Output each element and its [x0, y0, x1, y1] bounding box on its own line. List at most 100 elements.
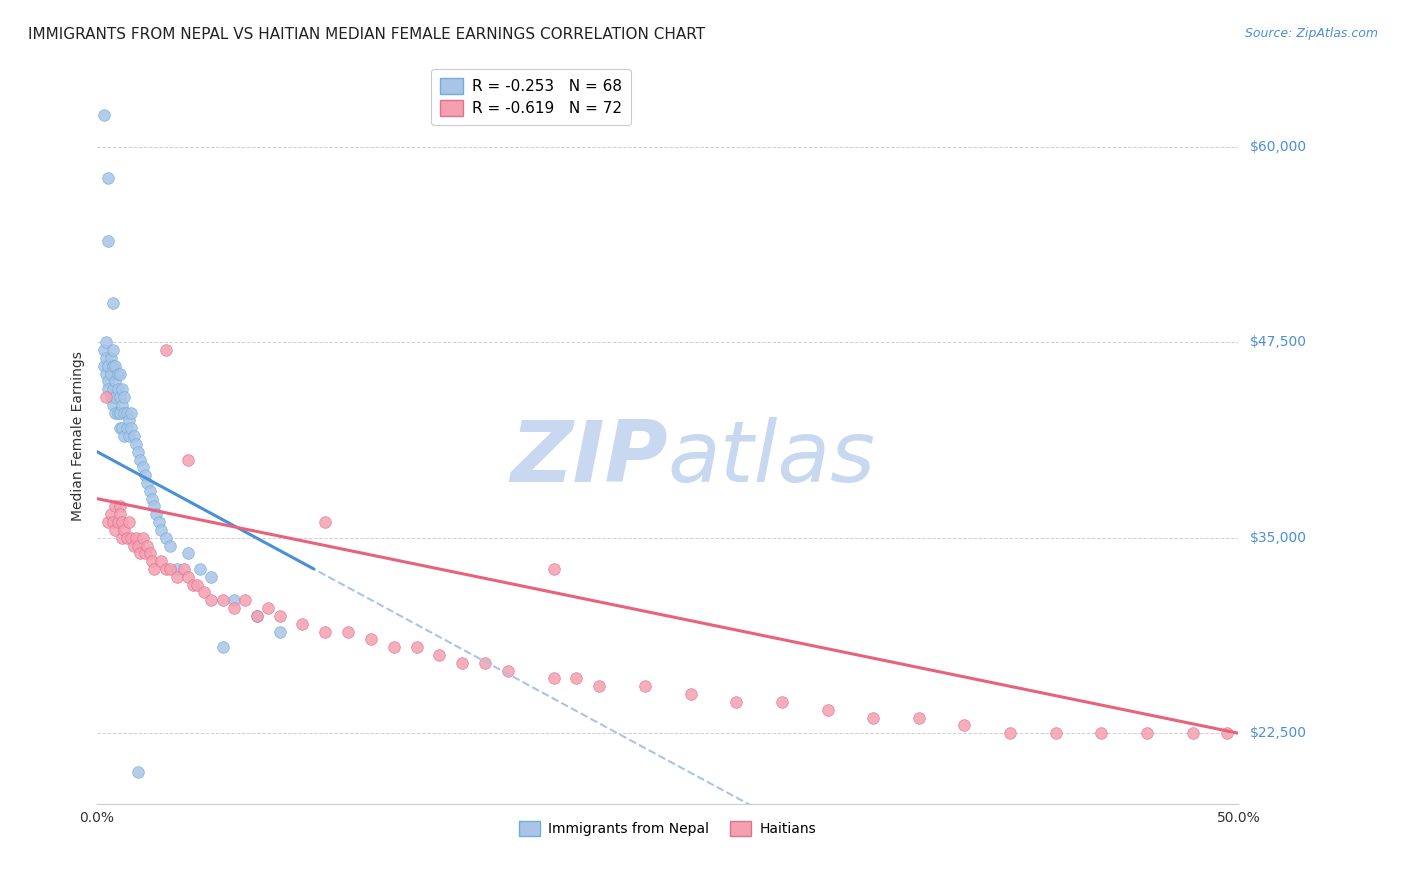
Point	[177, 570, 200, 584]
Point	[115, 531, 138, 545]
Point	[96, 390, 118, 404]
Point	[166, 562, 188, 576]
Point	[211, 640, 233, 655]
Point	[145, 508, 167, 522]
Point	[155, 531, 177, 545]
Point	[543, 562, 565, 576]
Point	[108, 421, 131, 435]
Point	[97, 515, 120, 529]
Point	[159, 539, 181, 553]
Point	[93, 343, 115, 357]
Point	[177, 452, 200, 467]
Point	[141, 554, 163, 568]
Point	[337, 624, 360, 639]
Point	[222, 593, 245, 607]
Point	[186, 577, 208, 591]
Point	[953, 718, 976, 732]
Point	[360, 632, 382, 647]
Point	[104, 500, 127, 514]
Point	[97, 171, 120, 186]
Point	[149, 523, 172, 537]
Point	[136, 475, 159, 490]
Point	[97, 374, 120, 388]
Point	[679, 687, 702, 701]
Point	[1045, 726, 1067, 740]
Point	[155, 562, 177, 576]
Point	[770, 695, 793, 709]
Point	[127, 765, 149, 780]
Text: ZIP: ZIP	[510, 417, 668, 500]
Point	[104, 523, 127, 537]
Point	[115, 421, 138, 435]
Point	[111, 515, 134, 529]
Point	[97, 359, 120, 373]
Point	[200, 593, 222, 607]
Point	[107, 406, 129, 420]
Point	[114, 406, 136, 420]
Point	[129, 452, 152, 467]
Point	[269, 609, 291, 624]
Point	[125, 531, 148, 545]
Point	[200, 570, 222, 584]
Point	[1181, 726, 1204, 740]
Point	[120, 421, 142, 435]
Point	[100, 351, 122, 365]
Point	[998, 726, 1021, 740]
Point	[108, 367, 131, 381]
Point	[634, 679, 657, 693]
Point	[120, 531, 142, 545]
Point	[101, 382, 124, 396]
Text: IMMIGRANTS FROM NEPAL VS HAITIAN MEDIAN FEMALE EARNINGS CORRELATION CHART: IMMIGRANTS FROM NEPAL VS HAITIAN MEDIAN …	[28, 27, 706, 42]
Point	[159, 562, 181, 576]
Point	[173, 562, 195, 576]
Point	[101, 515, 124, 529]
Point	[1216, 726, 1239, 740]
Point	[127, 444, 149, 458]
Point	[134, 468, 156, 483]
Point	[269, 624, 291, 639]
Point	[141, 491, 163, 506]
Point	[222, 601, 245, 615]
Point	[246, 609, 269, 624]
Point	[114, 429, 136, 443]
Point	[96, 367, 118, 381]
Point	[134, 546, 156, 560]
Point	[155, 343, 177, 357]
Point	[111, 382, 134, 396]
Point	[181, 577, 204, 591]
Point	[862, 710, 884, 724]
Point	[101, 343, 124, 357]
Point	[96, 335, 118, 350]
Point	[725, 695, 748, 709]
Point	[235, 593, 257, 607]
Point	[908, 710, 931, 724]
Point	[114, 523, 136, 537]
Point	[1090, 726, 1112, 740]
Point	[104, 374, 127, 388]
Point	[138, 546, 160, 560]
Point	[111, 531, 134, 545]
Text: $60,000: $60,000	[1250, 140, 1306, 153]
Point	[100, 508, 122, 522]
Point	[1136, 726, 1159, 740]
Point	[100, 367, 122, 381]
Point	[131, 460, 153, 475]
Point	[211, 593, 233, 607]
Text: $35,000: $35,000	[1250, 531, 1306, 545]
Point	[817, 703, 839, 717]
Point	[111, 398, 134, 412]
Text: $22,500: $22,500	[1250, 726, 1306, 740]
Point	[114, 390, 136, 404]
Point	[177, 546, 200, 560]
Point	[129, 546, 152, 560]
Point	[127, 539, 149, 553]
Point	[108, 508, 131, 522]
Point	[131, 531, 153, 545]
Point	[107, 367, 129, 381]
Point	[138, 483, 160, 498]
Point	[108, 406, 131, 420]
Point	[149, 554, 172, 568]
Point	[314, 515, 336, 529]
Point	[188, 562, 211, 576]
Point	[104, 359, 127, 373]
